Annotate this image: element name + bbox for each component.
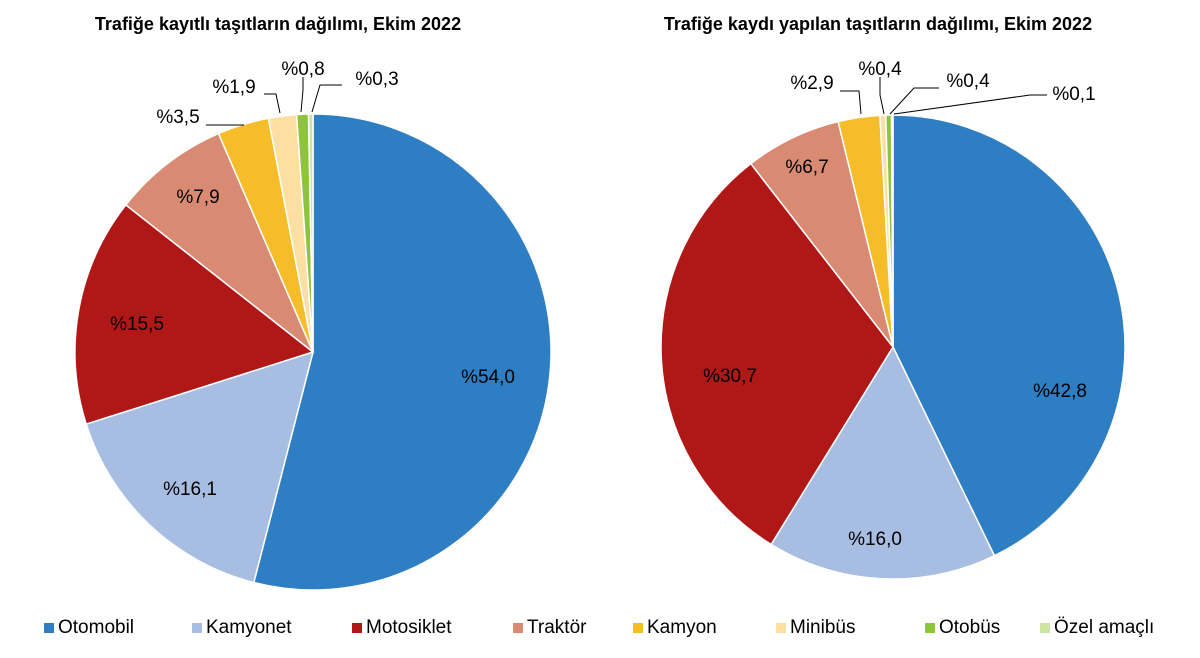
slice-ozel-amacli bbox=[307, 113, 314, 353]
data-label-minibus: %0,4 bbox=[858, 59, 902, 80]
legend-label: Traktör bbox=[527, 617, 587, 638]
data-label-ozel-amacli: %0,3 bbox=[355, 69, 398, 90]
slice-motosiklet bbox=[74, 203, 315, 426]
data-label-kamyon: %3,5 bbox=[156, 107, 199, 128]
legend-swatch bbox=[513, 623, 523, 633]
data-label-minibus: %1,9 bbox=[212, 77, 255, 98]
legend-item-kamyon: Kamyon bbox=[633, 617, 717, 638]
leader-line-otobus bbox=[889, 87, 939, 115]
data-label-motosiklet: %30,7 bbox=[703, 366, 757, 387]
data-label-kamyonet: %16,1 bbox=[163, 479, 217, 500]
legend-item-otomobil: Otomobil bbox=[44, 617, 134, 638]
legend-item-traktor: Traktör bbox=[513, 617, 587, 638]
leader-line-minibus bbox=[264, 93, 281, 114]
data-label-kamyonet: %16,0 bbox=[848, 529, 902, 550]
leader-line-minibus bbox=[879, 77, 885, 115]
slice-ozel-amacli bbox=[890, 114, 894, 348]
slice-motosiklet bbox=[660, 162, 894, 546]
legend-label: Kamyonet bbox=[206, 617, 292, 638]
legend-swatch bbox=[192, 623, 202, 633]
data-label-traktor: %7,9 bbox=[176, 187, 219, 208]
slice-kamyonet bbox=[770, 345, 996, 580]
slice-kamyonet bbox=[85, 350, 315, 584]
legend-swatch bbox=[776, 623, 786, 633]
leader-line-ozel-amacli bbox=[893, 94, 1047, 115]
data-label-otobus: %0,8 bbox=[281, 59, 324, 80]
legend-item-kamyonet: Kamyonet bbox=[192, 617, 292, 638]
legend-label: Kamyon bbox=[647, 617, 717, 638]
data-label-traktor: %6,7 bbox=[785, 157, 828, 178]
legend-swatch bbox=[1040, 623, 1050, 633]
leader-line-kamyon bbox=[840, 90, 862, 115]
legend-item-motosiklet: Motosiklet bbox=[352, 617, 452, 638]
pie-chart-registered: Trafiğe kayıtlı taşıtların dağılımı, Eki… bbox=[74, 14, 552, 591]
legend-label: Motosiklet bbox=[366, 617, 452, 638]
pie-chart-new-registrations: Trafiğe kaydı yapılan taşıtların dağılım… bbox=[660, 14, 1126, 580]
data-label-otobus: %0,4 bbox=[946, 71, 990, 92]
data-label-otomobil: %54,0 bbox=[461, 367, 515, 388]
chart-title: Trafiğe kaydı yapılan taşıtların dağılım… bbox=[664, 14, 1092, 34]
data-label-motosiklet: %15,5 bbox=[110, 314, 164, 335]
leader-line-ozel-amacli bbox=[311, 84, 342, 113]
legend-label: Minibüs bbox=[790, 617, 855, 638]
legend-item-minibus: Minibüs bbox=[776, 617, 855, 638]
chart-title: Trafiğe kayıtlı taşıtların dağılımı, Eki… bbox=[95, 14, 461, 34]
legend-item-otobus: Otobüs bbox=[925, 617, 1000, 638]
slice-otomobil bbox=[252, 113, 552, 591]
slice-otomobil bbox=[892, 114, 1126, 557]
legend-label: Özel amaçlı bbox=[1054, 617, 1154, 638]
legend-swatch bbox=[44, 623, 54, 633]
legend: Otomobil Kamyonet Motosiklet Traktör Kamyon M… bbox=[44, 617, 1154, 638]
data-label-otomobil: %42,8 bbox=[1033, 381, 1087, 402]
legend-swatch bbox=[633, 623, 643, 633]
legend-label: Otomobil bbox=[58, 617, 134, 638]
data-label-ozel-amacli: %0,1 bbox=[1052, 84, 1095, 105]
leader-line-otobus bbox=[300, 77, 304, 113]
legend-label: Otobüs bbox=[939, 617, 1000, 638]
legend-swatch bbox=[925, 623, 935, 633]
legend-item-ozel-amacli: Özel amaçlı bbox=[1040, 617, 1154, 638]
data-label-kamyon: %2,9 bbox=[790, 73, 833, 94]
legend-swatch bbox=[352, 623, 362, 633]
slice-traktor bbox=[124, 132, 314, 353]
